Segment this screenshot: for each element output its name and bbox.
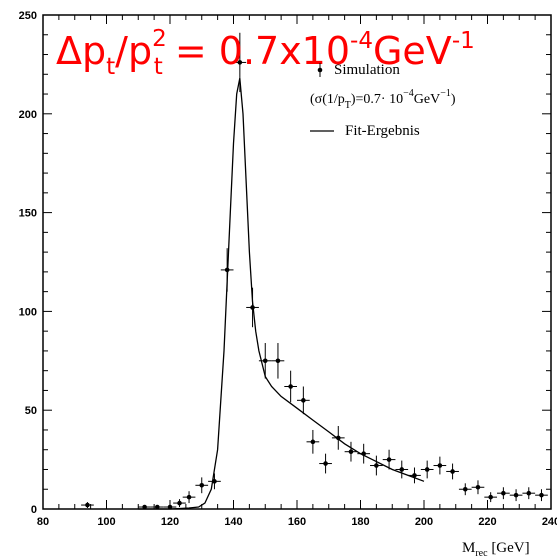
point-marker bbox=[186, 494, 192, 500]
data-point bbox=[81, 502, 94, 509]
x-tick-label: 200 bbox=[415, 516, 433, 528]
point-marker bbox=[155, 504, 160, 510]
plot-frame bbox=[42, 14, 552, 510]
fit-curve bbox=[138, 78, 425, 510]
data-point bbox=[370, 455, 383, 476]
y-tick-label: 0 bbox=[31, 504, 37, 516]
point-marker bbox=[85, 502, 90, 508]
point-marker bbox=[374, 463, 379, 468]
y-tick-label: 50 bbox=[25, 405, 37, 417]
data-point bbox=[306, 429, 320, 454]
point-marker bbox=[386, 457, 392, 462]
data-point bbox=[382, 449, 396, 470]
point-marker bbox=[275, 358, 281, 364]
x-tick-label: 240 bbox=[542, 516, 557, 528]
data-point bbox=[420, 460, 434, 479]
data-point bbox=[163, 504, 177, 510]
axis-ticks bbox=[42, 14, 552, 510]
point-marker bbox=[513, 492, 519, 498]
point-marker bbox=[310, 439, 316, 445]
data-point bbox=[173, 499, 186, 508]
point-marker bbox=[142, 504, 147, 510]
point-marker bbox=[361, 451, 366, 456]
x-tick-label: 220 bbox=[478, 516, 496, 528]
point-marker bbox=[323, 461, 328, 466]
point-marker bbox=[348, 449, 354, 454]
x-tick-label: 180 bbox=[351, 516, 369, 528]
point-marker bbox=[488, 494, 493, 500]
point-marker bbox=[199, 482, 205, 488]
point-marker bbox=[399, 467, 405, 472]
data-point bbox=[246, 287, 259, 328]
point-marker bbox=[501, 490, 506, 496]
y-tick-label: 250 bbox=[19, 10, 37, 22]
data-point bbox=[471, 480, 485, 495]
point-marker bbox=[526, 490, 532, 496]
data-point bbox=[458, 483, 472, 496]
point-marker bbox=[212, 479, 217, 484]
data-point bbox=[395, 460, 409, 479]
data-point bbox=[497, 487, 510, 500]
legend: Simulation (σ(1/pT)=0.7· 10−4GeV−1) Fit-… bbox=[310, 62, 456, 139]
point-marker bbox=[450, 469, 455, 474]
data-point bbox=[357, 443, 371, 464]
y-tick-label: 150 bbox=[19, 208, 37, 220]
data-point bbox=[344, 441, 358, 462]
x-tick-label: 80 bbox=[37, 516, 49, 528]
x-tick-label: 100 bbox=[97, 516, 115, 528]
point-marker bbox=[250, 305, 255, 310]
point-marker bbox=[262, 358, 268, 364]
legend-fit-label: Fit-Ergebnis bbox=[345, 123, 420, 139]
x-tick-label: 140 bbox=[224, 516, 242, 528]
data-point bbox=[220, 248, 234, 292]
data-point bbox=[271, 343, 285, 379]
data-point bbox=[522, 487, 536, 500]
point-marker bbox=[224, 267, 230, 273]
data-point bbox=[433, 456, 447, 475]
data-point bbox=[509, 489, 523, 502]
data-point bbox=[208, 473, 221, 490]
point-marker bbox=[475, 484, 481, 490]
legend-simulation-label: Simulation bbox=[334, 62, 400, 78]
data-point bbox=[297, 386, 310, 415]
legend-resolution-label: (σ(1/pT)=0.7· 10−4GeV−1) bbox=[310, 88, 456, 111]
point-marker bbox=[301, 398, 306, 403]
data-point bbox=[446, 463, 459, 480]
data-point bbox=[484, 492, 498, 503]
data-point bbox=[138, 504, 151, 510]
x-tick-label: 160 bbox=[288, 516, 306, 528]
chart-title: Δpt/p2 t = 0.7x10-4GeV-1 bbox=[56, 26, 475, 80]
data-points-layer bbox=[81, 32, 548, 510]
data-point bbox=[284, 370, 297, 403]
data-point bbox=[195, 477, 209, 494]
point-marker bbox=[462, 486, 468, 492]
point-marker bbox=[424, 467, 430, 472]
legend-simulation-marker bbox=[317, 63, 323, 77]
y-tick-label: 100 bbox=[19, 306, 37, 318]
tick-labels: 80 100 120 140 160 180 200 220 240 0 50 100 150 200 25… bbox=[19, 10, 557, 528]
point-marker bbox=[167, 504, 173, 510]
point-marker bbox=[177, 500, 182, 506]
data-point bbox=[331, 426, 345, 450]
point-marker bbox=[288, 384, 293, 389]
x-axis-label: Mrec [GeV] bbox=[462, 540, 530, 556]
point-marker bbox=[437, 463, 443, 468]
fit-curve-layer bbox=[138, 78, 425, 510]
y-tick-label: 200 bbox=[19, 109, 37, 121]
point-marker bbox=[412, 473, 417, 478]
data-point bbox=[258, 343, 272, 379]
point-marker bbox=[335, 435, 341, 441]
data-point bbox=[408, 467, 421, 484]
point-marker bbox=[539, 492, 544, 498]
data-point bbox=[233, 32, 247, 93]
point-marker bbox=[237, 60, 243, 65]
x-tick-label: 120 bbox=[161, 516, 179, 528]
data-point bbox=[150, 504, 164, 510]
data-point bbox=[535, 489, 548, 502]
data-point bbox=[182, 491, 196, 504]
data-point bbox=[319, 453, 332, 474]
